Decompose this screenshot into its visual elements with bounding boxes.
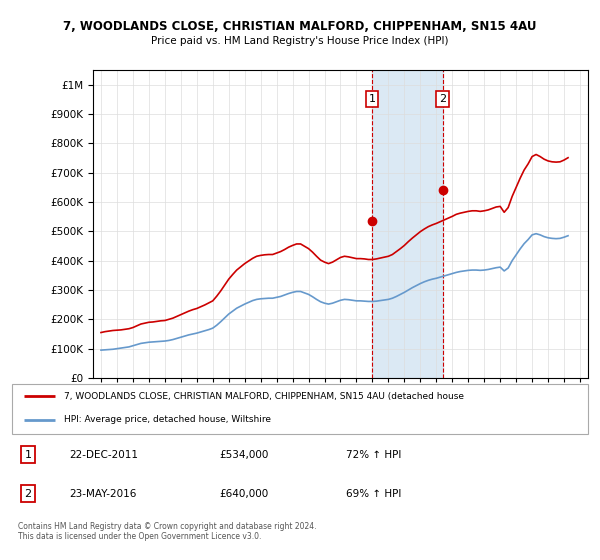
Text: 7, WOODLANDS CLOSE, CHRISTIAN MALFORD, CHIPPENHAM, SN15 4AU (detached house: 7, WOODLANDS CLOSE, CHRISTIAN MALFORD, C… xyxy=(64,391,464,401)
Text: Contains HM Land Registry data © Crown copyright and database right 2024.
This d: Contains HM Land Registry data © Crown c… xyxy=(18,522,317,542)
Text: £534,000: £534,000 xyxy=(220,450,269,460)
Text: 72% ↑ HPI: 72% ↑ HPI xyxy=(346,450,401,460)
Text: 2: 2 xyxy=(25,489,32,498)
Text: 7, WOODLANDS CLOSE, CHRISTIAN MALFORD, CHIPPENHAM, SN15 4AU: 7, WOODLANDS CLOSE, CHRISTIAN MALFORD, C… xyxy=(63,20,537,32)
Bar xyxy=(372,70,443,378)
FancyBboxPatch shape xyxy=(12,384,588,434)
Text: 22-DEC-2011: 22-DEC-2011 xyxy=(70,450,139,460)
Text: 2: 2 xyxy=(439,94,446,104)
Text: £640,000: £640,000 xyxy=(220,489,269,498)
Text: 23-MAY-2016: 23-MAY-2016 xyxy=(70,489,137,498)
Text: 1: 1 xyxy=(368,94,376,104)
Text: 69% ↑ HPI: 69% ↑ HPI xyxy=(346,489,401,498)
Text: HPI: Average price, detached house, Wiltshire: HPI: Average price, detached house, Wilt… xyxy=(64,416,271,424)
Text: 1: 1 xyxy=(25,450,32,460)
Text: Price paid vs. HM Land Registry's House Price Index (HPI): Price paid vs. HM Land Registry's House … xyxy=(151,36,449,46)
